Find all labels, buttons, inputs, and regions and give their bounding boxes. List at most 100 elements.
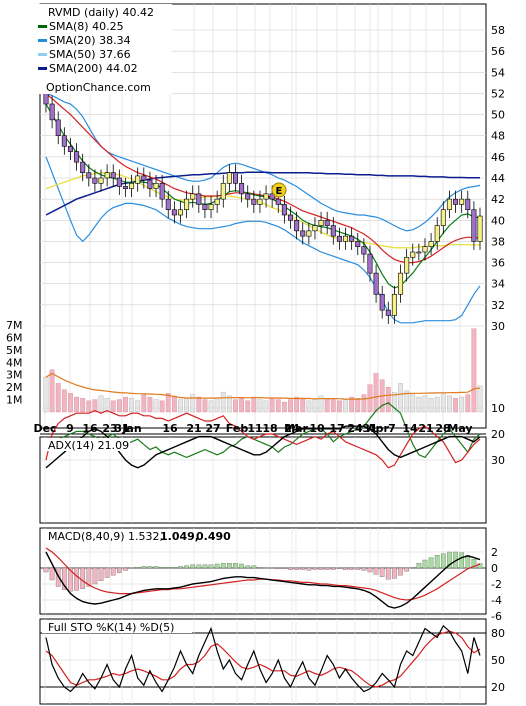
x-tick-label: 21 [418,422,433,435]
volume-bar [306,400,312,413]
volume-bar [459,396,465,413]
stochastic-tick-label: 80 [491,627,505,640]
macd-histogram-bar [392,567,397,579]
x-tick-label: 10 [309,422,325,435]
stochastic-panel: 20 50 80 Full STO %K(14) %D(5) [39,618,505,705]
macd-tick-label: 0 [491,562,498,575]
macd-histogram-bar [257,567,263,569]
candle-body [92,177,98,184]
candle-body [446,198,452,211]
macd-histogram-bar [172,567,177,569]
price-tick-label: 42 [491,193,505,206]
legend-label: SMA(20) 38.34 [49,34,131,47]
macd-histogram-bar [306,567,312,571]
volume-bar [288,399,293,413]
stochastic-tick-label: 50 [491,654,505,667]
macd-tick-label: -4 [491,594,502,607]
x-tick-label: 16 [82,422,98,435]
macd-histogram-bar [385,567,391,580]
volume-bar [171,395,177,413]
macd-histogram-bar [330,567,336,570]
volume-bar [440,393,446,413]
x-tick-label: May [447,422,472,435]
macd-histogram-bar [214,563,220,569]
candle-body [312,225,318,232]
macd-histogram-bar [153,566,159,569]
macd-histogram-bar [184,565,189,569]
candle-body [122,186,128,189]
x-tick-label: 16 [162,422,178,435]
candle-body [141,175,147,181]
candle-body [324,219,330,226]
candle-body [288,214,294,221]
earnings-marker-label: E [276,186,283,197]
x-tick-label: 28 [435,422,450,435]
legend-label: SMA(200) 44.02 [49,62,138,75]
macd-histogram-bar [80,567,86,589]
x-tick-label: 23 [102,422,117,435]
volume-bar [178,399,183,413]
legend-swatch [38,25,47,28]
volume-bar [269,398,275,413]
volume-bar [471,328,477,413]
candle-body [226,172,232,184]
volume-bar [410,394,416,413]
volume-bar [129,398,134,413]
macd-histogram-bar [165,567,171,569]
price-panel: 30 32 34 36 38 40 42 44 46 48 50 52 54 56 58 1M2M3M4M5M… [6,3,505,429]
macd-histogram-bar [104,567,110,578]
candle-body [471,209,477,242]
price-tick-label: 38 [491,235,505,248]
x-tick-label: 24 [347,422,363,435]
price-tick-label: 58 [491,24,505,37]
adx-label: ADX(14) 21.09 [48,439,129,452]
volume-bar [208,400,214,413]
candle-body [98,177,104,184]
legend-label: SMA(50) 37.66 [49,48,131,61]
volume-bar [141,394,147,413]
macd-histogram-bar [373,567,379,575]
macd-histogram-bar [312,567,318,570]
macd-histogram-bar [147,566,153,569]
candle-body [367,253,373,274]
macd-histogram-bar [208,564,214,569]
volume-bar [263,400,269,413]
volume-bar [153,399,159,413]
x-tick-label: 31 [362,422,377,435]
sma8-line [45,103,481,289]
volume-bar [92,399,98,413]
candle-body [306,230,312,237]
stochastic-tick-label: 20 [491,681,505,694]
macd-histogram-bar [416,563,422,569]
macd-histogram-bar [361,567,367,571]
x-tick-label: 24 [284,422,300,435]
volume-bar [361,394,367,413]
macd-value: 1.049, [160,530,199,543]
macd-line [45,551,481,609]
price-tick-label: 46 [491,151,505,164]
volume-bar [275,399,281,413]
volume-bar [184,398,189,413]
x-tick-label: Apr [367,422,389,435]
candle-body [404,256,410,274]
volume-bar [202,399,208,413]
candle-body [459,198,465,205]
x-tick-label: Dec [33,422,56,435]
macd-histogram-bar [117,567,122,573]
candle-body [379,293,385,311]
chart-title: RVMD (daily) 40.42 [48,6,154,19]
candle-body [116,177,122,187]
macd-histogram-bar [465,555,471,569]
candle-body [251,198,257,205]
macd-histogram-bar [98,567,104,581]
price-tick-label: 36 [491,257,505,270]
volume-bar [68,393,73,413]
macd-histogram-bar [233,563,238,569]
macd-histogram-bar [68,567,73,592]
price-tick-label: 56 [491,45,505,58]
volume-bar [318,395,324,413]
macd-histogram-bar [263,567,269,569]
macd-tick-label: -6 [491,610,502,623]
macd-histogram-bar [459,552,465,569]
macd-histogram-bar [288,567,293,570]
